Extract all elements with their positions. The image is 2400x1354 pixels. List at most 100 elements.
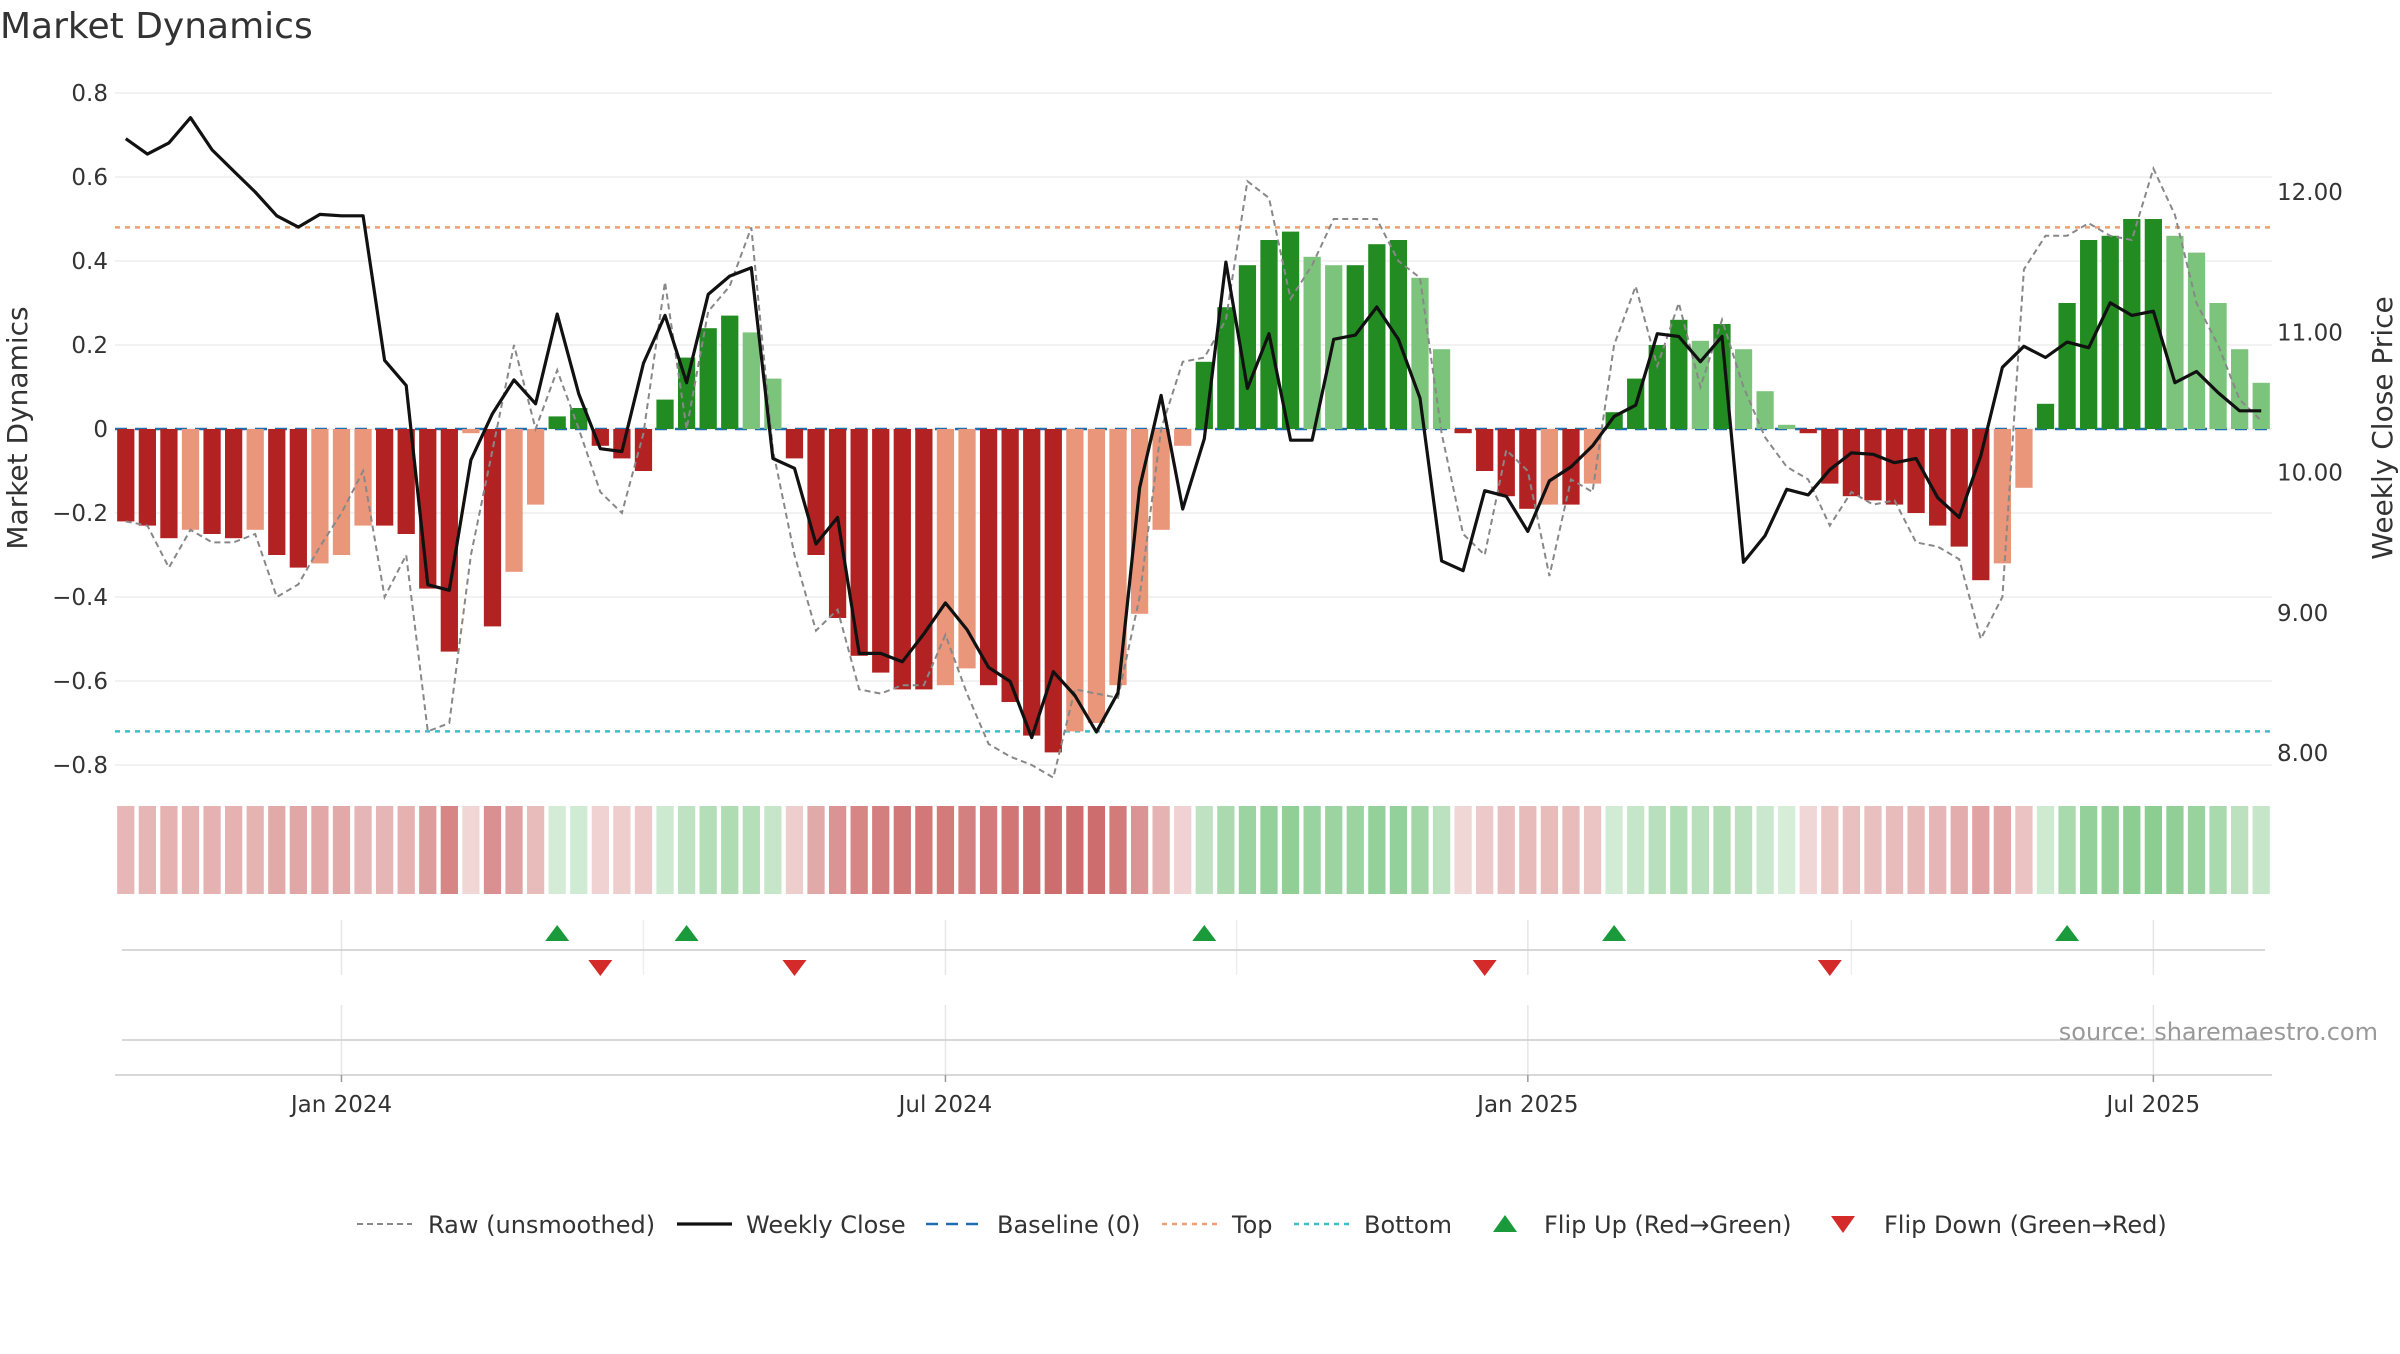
y-tick-label: −0.2 (52, 501, 108, 527)
regime-cell (1950, 806, 1968, 894)
regime-cell (2080, 806, 2098, 894)
regime-cell (1648, 806, 1666, 894)
regime-cell (548, 806, 566, 894)
bar (1152, 429, 1170, 530)
regime-cell (893, 806, 911, 894)
bar (634, 429, 653, 471)
y2-tick-label: 12.00 (2277, 180, 2343, 206)
regime-cell (203, 806, 221, 894)
regime-cell (1497, 806, 1515, 894)
regime-cell (807, 806, 825, 894)
bar (1389, 240, 1408, 429)
regime-cell (1109, 806, 1127, 894)
regime-cell (138, 806, 156, 894)
bar (160, 429, 178, 539)
regime-cell (397, 806, 415, 894)
y-tick-label: 0.6 (71, 165, 108, 191)
bar (2036, 403, 2055, 429)
bar (375, 429, 394, 526)
regime-cell (1540, 806, 1559, 894)
regime-cell (915, 806, 933, 894)
regime-cell (785, 806, 804, 894)
regime-cell (1195, 806, 1213, 894)
y2-tick-label: 11.00 (2277, 320, 2343, 346)
bar (505, 429, 523, 572)
regime-cell (1001, 806, 1019, 894)
regime-cell (505, 806, 523, 894)
regime-cell (526, 806, 545, 894)
y-tick-label: 0.4 (71, 249, 108, 275)
legend-label: Baseline (0) (997, 1211, 1140, 1239)
regime-cell (375, 806, 394, 894)
bar (1325, 265, 1343, 429)
bar (462, 429, 480, 434)
regime-cell (1454, 806, 1472, 894)
flip-up-marker (1602, 925, 1627, 941)
y2-axis-title: Weekly Close Price (2366, 296, 2399, 559)
regime-cell (1562, 806, 1580, 894)
y2-tick-label: 8.00 (2277, 741, 2328, 767)
regime-cell (721, 806, 739, 894)
bar (1454, 429, 1472, 434)
regime-cell (2166, 806, 2184, 894)
flip-markers (122, 925, 2265, 976)
bar (1346, 265, 1364, 429)
regime-cell (1583, 806, 1602, 894)
regime-cell (419, 806, 437, 894)
regime-cell (160, 806, 178, 894)
legend-label: Weekly Close (746, 1211, 906, 1239)
regime-cell (483, 806, 502, 894)
flip-down-marker (588, 960, 613, 976)
y2-tick-label: 9.00 (2277, 601, 2328, 627)
bar (1864, 429, 1882, 501)
legend-label: Flip Down (Green→Red) (1884, 1211, 2167, 1239)
bar (2166, 235, 2184, 429)
regime-cell (289, 806, 307, 894)
regime-cell (634, 806, 653, 894)
bar (1023, 429, 1041, 736)
regime-cell (311, 806, 329, 894)
bar (2015, 429, 2033, 488)
bar (1476, 429, 1494, 471)
bar (397, 429, 415, 534)
regime-cell (1281, 806, 1300, 894)
regime-strip (117, 806, 2270, 894)
regime-cell (1627, 806, 1645, 894)
regime-cell (613, 806, 631, 894)
bar (1734, 349, 1753, 429)
bar (1109, 429, 1127, 686)
regime-cell (1799, 806, 1817, 894)
bar (289, 429, 307, 568)
regime-cell (2101, 806, 2119, 894)
regime-cell (462, 806, 480, 894)
regime-cell (1691, 806, 1710, 894)
bar (2080, 240, 2098, 429)
regime-cell (570, 806, 588, 894)
regime-cell (1821, 806, 1839, 894)
x-tick-label: Jan 2025 (1475, 1092, 1578, 1118)
regime-cell (2252, 806, 2270, 894)
regime-cell (2123, 806, 2141, 894)
regime-cell (2015, 806, 2033, 894)
bar (850, 429, 868, 656)
regime-cell (1605, 806, 1623, 894)
regime-cell (2058, 806, 2076, 894)
flip-up-marker (674, 925, 699, 941)
regime-cell (1842, 806, 1861, 894)
source-note: source: sharemaestro.com (2059, 1018, 2378, 1046)
bar (1411, 277, 1429, 429)
flip-down-marker (1472, 960, 1497, 976)
bar (1281, 231, 1300, 429)
bar (872, 429, 890, 673)
bar (332, 429, 351, 555)
regime-cell (828, 806, 847, 894)
regime-cell (591, 806, 609, 894)
regime-cell (181, 806, 200, 894)
y-tick-label: −0.6 (52, 669, 108, 695)
gridlines (115, 92, 2272, 1075)
bar (699, 328, 717, 429)
regime-cell (1174, 806, 1192, 894)
regime-cell (1087, 806, 1106, 894)
regime-cell (1972, 806, 1990, 894)
